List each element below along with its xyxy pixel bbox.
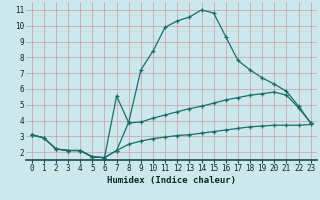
X-axis label: Humidex (Indice chaleur): Humidex (Indice chaleur) — [107, 176, 236, 185]
